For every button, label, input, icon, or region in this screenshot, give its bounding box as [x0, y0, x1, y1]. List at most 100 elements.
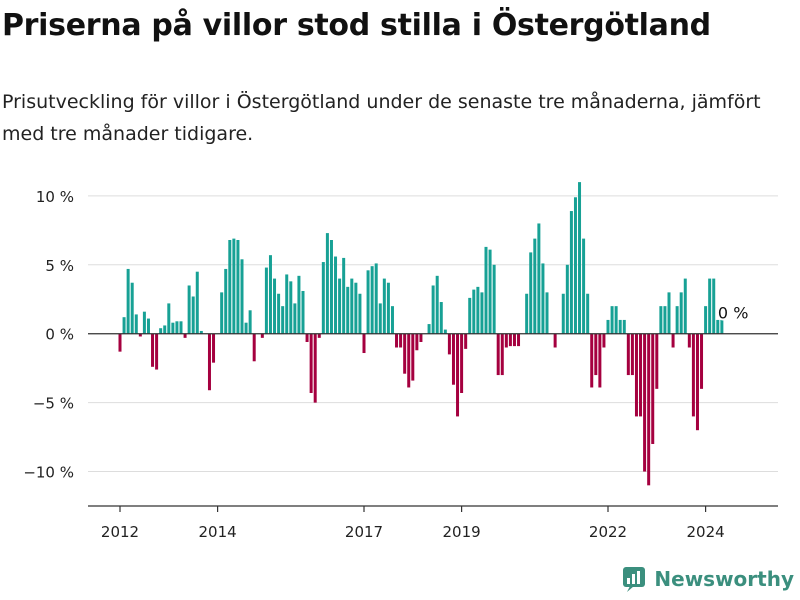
bar: [342, 257, 346, 334]
x-tick-label: 2019: [443, 523, 481, 541]
bar: [451, 333, 455, 385]
bar: [687, 333, 691, 348]
bar: [545, 292, 549, 334]
bar: [395, 333, 399, 348]
bar: [695, 333, 699, 431]
bar: [386, 282, 390, 334]
bar: [541, 263, 545, 334]
bars: [118, 182, 724, 486]
bar: [224, 268, 228, 334]
bar: [305, 333, 309, 342]
bar: [362, 333, 366, 354]
bar: [553, 333, 557, 348]
bar: [590, 333, 594, 388]
bar: [610, 306, 614, 334]
bar: [419, 333, 423, 342]
bar: [561, 293, 565, 334]
bar: [569, 211, 573, 334]
bar: [183, 333, 187, 338]
gridlines: [88, 195, 778, 473]
bar: [118, 333, 122, 352]
bar: [578, 182, 582, 334]
bar: [643, 333, 647, 472]
bar: [675, 306, 679, 334]
bar: [700, 333, 704, 389]
bar: [651, 333, 655, 444]
bar: [435, 275, 439, 334]
bar: [663, 306, 667, 334]
bar: [277, 293, 281, 334]
bar: [187, 285, 191, 334]
bar: [122, 317, 126, 334]
bar: [708, 278, 712, 334]
bar: [378, 303, 382, 334]
bar: [399, 333, 403, 348]
bar: [228, 240, 232, 334]
bar: [464, 333, 468, 349]
bar: [171, 322, 175, 334]
bar: [679, 292, 683, 334]
bar: [415, 333, 419, 351]
bar: [533, 238, 537, 334]
bar: [130, 282, 134, 334]
bar: [525, 293, 529, 334]
bar: [403, 333, 407, 374]
bar: [598, 333, 602, 388]
bar: [639, 333, 643, 417]
bar: [281, 306, 285, 334]
y-tick-label: 5 %: [45, 257, 74, 275]
bar: [126, 268, 130, 334]
bar: [175, 321, 179, 334]
bar: [602, 333, 606, 348]
bar: [720, 319, 724, 334]
y-tick-label: 10 %: [36, 188, 74, 206]
bar: [232, 238, 236, 334]
bar: [508, 333, 512, 347]
bar: [370, 266, 374, 334]
bar: [456, 333, 460, 417]
chart-subtitle: Prisutveckling för villor i Östergötland…: [2, 91, 761, 145]
bar: [366, 270, 370, 334]
bar: [667, 292, 671, 334]
bar: [630, 333, 634, 376]
bar: [354, 282, 358, 334]
bar: [512, 333, 516, 347]
bar: [329, 240, 333, 334]
bar: [480, 292, 484, 334]
bar: [338, 278, 342, 334]
bar: [427, 324, 431, 334]
bar: [134, 314, 138, 334]
bar: [476, 286, 480, 334]
bar: [195, 271, 199, 334]
bar: [244, 322, 248, 334]
bar: [260, 333, 264, 338]
bar: [159, 328, 163, 334]
bar: [212, 333, 216, 363]
bar: [179, 321, 183, 334]
bar: [236, 240, 240, 334]
bar: [586, 293, 590, 334]
bar: [504, 333, 508, 348]
bar: [325, 233, 329, 334]
bar: [220, 292, 224, 334]
bar: [313, 333, 317, 403]
x-tick-label: 2014: [199, 523, 237, 541]
bar: [712, 278, 716, 334]
bar: [289, 281, 293, 334]
x-tick-label: 2012: [101, 523, 139, 541]
x-axis-labels: 2012 2014 2017 2019 2022 2024: [101, 506, 725, 541]
bar: [317, 333, 321, 338]
bar: [207, 333, 211, 391]
bar: [248, 310, 252, 334]
x-tick-label: 2024: [687, 523, 725, 541]
bar: [647, 333, 651, 486]
last-value-label: 0 %: [718, 304, 748, 323]
bar: [565, 264, 569, 334]
y-tick-label: 0 %: [45, 326, 74, 344]
brand-logo: Newsworthy: [622, 566, 794, 592]
bar: [151, 333, 155, 367]
bar: [443, 329, 447, 334]
annotation: 0 %: [716, 302, 750, 325]
bar: [634, 333, 638, 417]
